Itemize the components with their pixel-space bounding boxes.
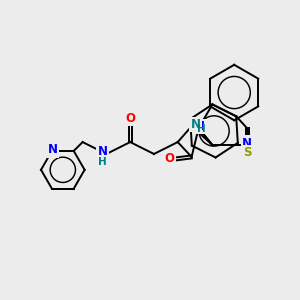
Text: N: N (98, 146, 107, 158)
Text: H: H (98, 157, 107, 167)
Text: N: N (194, 120, 205, 133)
Text: H: H (197, 124, 206, 134)
Text: N: N (48, 143, 58, 156)
Text: N: N (242, 136, 252, 150)
Text: N: N (190, 118, 201, 131)
Text: S: S (243, 146, 251, 160)
Text: O: O (125, 112, 135, 125)
Text: O: O (165, 152, 175, 165)
